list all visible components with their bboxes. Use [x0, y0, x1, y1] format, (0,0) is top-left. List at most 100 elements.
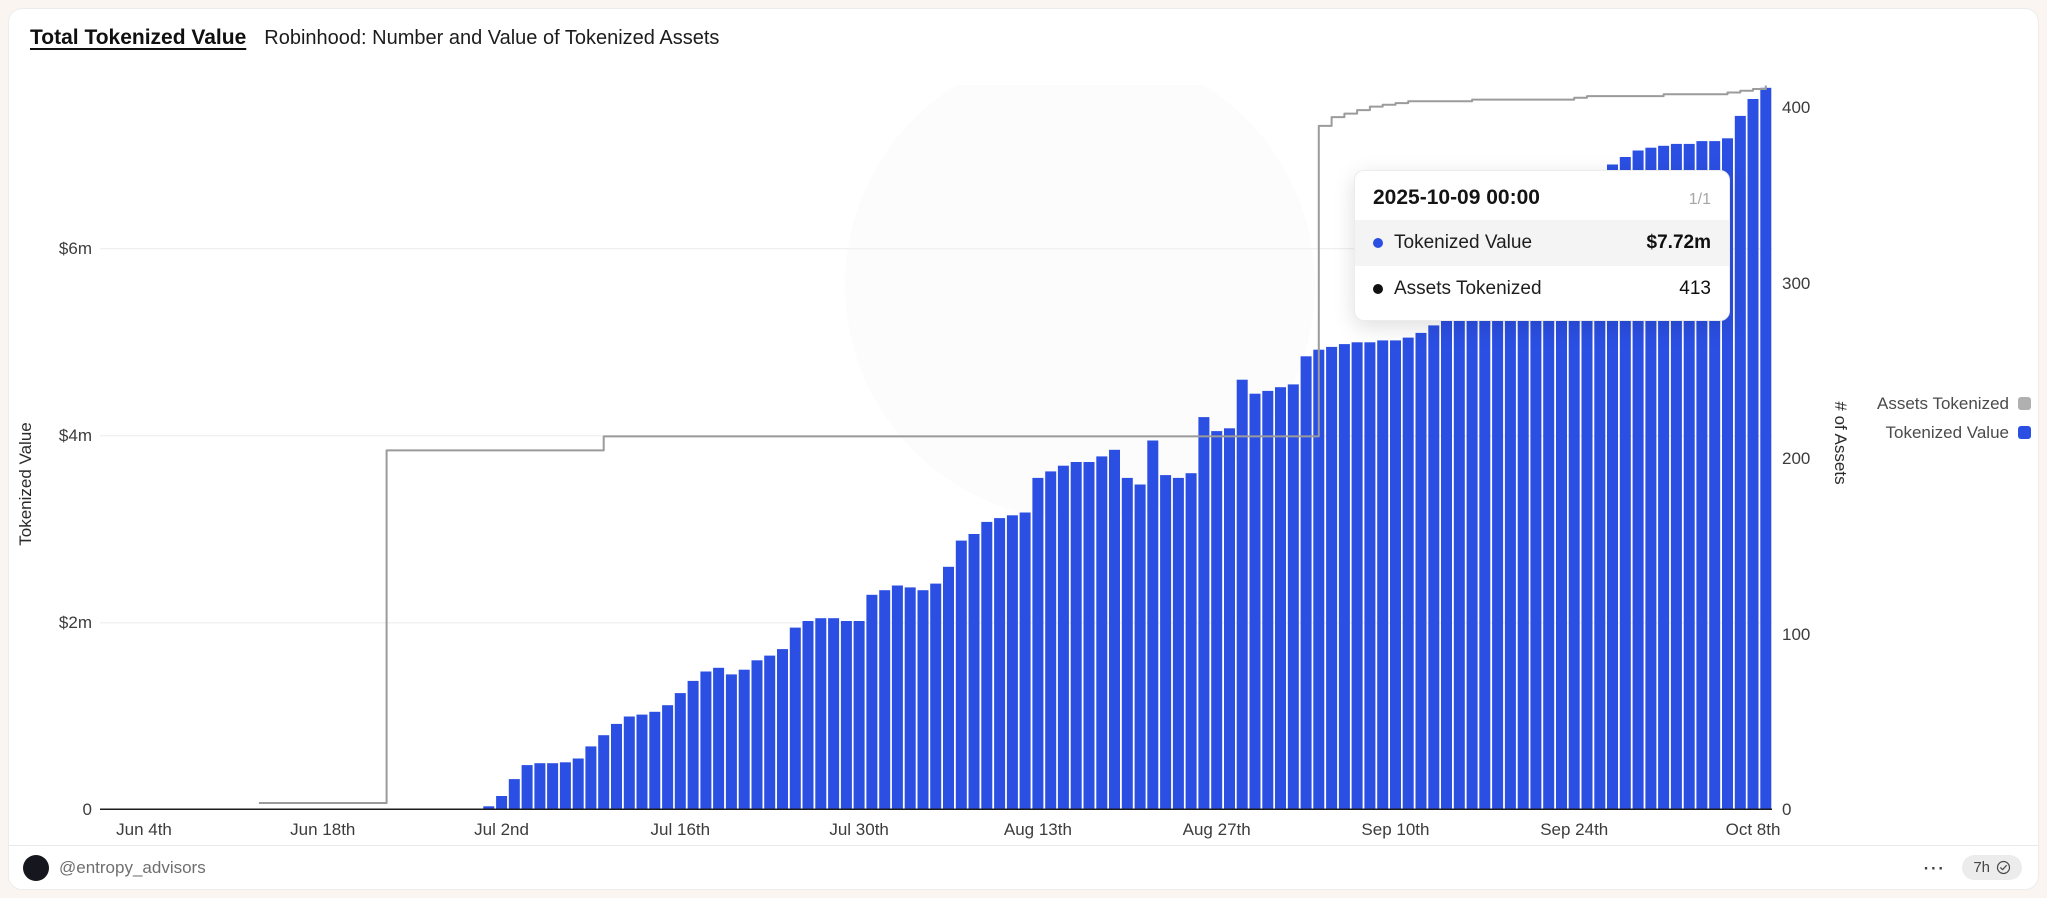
bar-tokenized-value[interactable]: [917, 590, 929, 810]
bar-tokenized-value[interactable]: [994, 518, 1006, 810]
bar-tokenized-value[interactable]: [1632, 150, 1644, 811]
bar-tokenized-value[interactable]: [866, 594, 878, 810]
bar-tokenized-value[interactable]: [1147, 440, 1159, 811]
bar-tokenized-value[interactable]: [1734, 115, 1746, 810]
bar-tokenized-value[interactable]: [1185, 473, 1197, 810]
bar-tokenized-value[interactable]: [840, 621, 852, 810]
bar-tokenized-value[interactable]: [687, 680, 699, 810]
bar-tokenized-value[interactable]: [853, 621, 865, 810]
bar-tokenized-value[interactable]: [1364, 342, 1376, 810]
bar-tokenized-value[interactable]: [1517, 239, 1529, 810]
bar-tokenized-value[interactable]: [1057, 465, 1069, 810]
bar-tokenized-value[interactable]: [1377, 340, 1389, 810]
bar-tokenized-value[interactable]: [674, 693, 686, 810]
bar-tokenized-value[interactable]: [1275, 387, 1286, 810]
bar-tokenized-value[interactable]: [725, 674, 737, 810]
bar-tokenized-value[interactable]: [738, 669, 750, 810]
bar-tokenized-value[interactable]: [623, 716, 635, 811]
bar-tokenized-value[interactable]: [879, 590, 891, 810]
bar-tokenized-value[interactable]: [777, 649, 788, 810]
bar-tokenized-value[interactable]: [1390, 340, 1401, 810]
bar-tokenized-value[interactable]: [1211, 431, 1223, 810]
bar-tokenized-value[interactable]: [789, 627, 801, 810]
bar-tokenized-value[interactable]: [534, 763, 546, 810]
bar-tokenized-value[interactable]: [547, 763, 559, 810]
bar-tokenized-value[interactable]: [943, 566, 954, 810]
bar-tokenized-value[interactable]: [1006, 515, 1018, 810]
refresh-age-pill[interactable]: 7h: [1962, 855, 2022, 880]
bar-tokenized-value[interactable]: [1568, 190, 1580, 810]
bar-tokenized-value[interactable]: [1262, 390, 1274, 810]
bar-tokenized-value[interactable]: [1121, 477, 1133, 810]
author-handle[interactable]: @entropy_advisors: [59, 857, 206, 877]
bar-tokenized-value[interactable]: [1287, 384, 1299, 810]
bar-tokenized-value[interactable]: [1415, 332, 1427, 810]
bar-tokenized-value[interactable]: [1428, 325, 1440, 810]
bar-tokenized-value[interactable]: [1479, 281, 1491, 811]
bar-tokenized-value[interactable]: [483, 806, 495, 810]
bar-tokenized-value[interactable]: [1683, 143, 1695, 810]
bar-tokenized-value[interactable]: [700, 671, 712, 811]
bar-tokenized-value[interactable]: [1504, 253, 1516, 810]
bar-tokenized-value[interactable]: [1760, 87, 1772, 810]
bar-tokenized-value[interactable]: [572, 758, 584, 811]
bar-tokenized-value[interactable]: [1696, 141, 1708, 810]
bar-tokenized-value[interactable]: [1032, 477, 1044, 810]
bar-tokenized-value[interactable]: [1096, 456, 1108, 810]
bar-tokenized-value[interactable]: [1300, 356, 1312, 810]
bar-tokenized-value[interactable]: [955, 540, 967, 810]
chart-title-link[interactable]: Total Tokenized Value: [30, 26, 247, 49]
bar-tokenized-value[interactable]: [1351, 342, 1363, 810]
bar-tokenized-value[interactable]: [1556, 200, 1567, 810]
bar-tokenized-value[interactable]: [1619, 157, 1631, 810]
bar-tokenized-value[interactable]: [764, 655, 776, 810]
bar-tokenized-value[interactable]: [1083, 462, 1095, 810]
bar-tokenized-value[interactable]: [1722, 138, 1733, 810]
bar-tokenized-value[interactable]: [1441, 318, 1452, 810]
bar-tokenized-value[interactable]: [598, 735, 610, 810]
bar-tokenized-value[interactable]: [968, 534, 980, 810]
bar-tokenized-value[interactable]: [1658, 145, 1670, 810]
bar-tokenized-value[interactable]: [1326, 346, 1338, 810]
bar-tokenized-value[interactable]: [508, 779, 520, 810]
bar-tokenized-value[interactable]: [1160, 475, 1172, 810]
bar-tokenized-value[interactable]: [1134, 484, 1146, 811]
bar-tokenized-value[interactable]: [1747, 99, 1759, 810]
bar-tokenized-value[interactable]: [1594, 172, 1606, 810]
bar-tokenized-value[interactable]: [1607, 164, 1618, 811]
bar-tokenized-value[interactable]: [1453, 309, 1465, 811]
bar-tokenized-value[interactable]: [1019, 512, 1031, 811]
bar-tokenized-value[interactable]: [1109, 449, 1120, 810]
bar-tokenized-value[interactable]: [496, 796, 508, 810]
bar-tokenized-value[interactable]: [1172, 477, 1184, 810]
bar-tokenized-value[interactable]: [815, 618, 827, 810]
bar-tokenized-value[interactable]: [1045, 471, 1057, 810]
bar-tokenized-value[interactable]: [1645, 147, 1657, 810]
bar-tokenized-value[interactable]: [1670, 143, 1682, 810]
bar-tokenized-value[interactable]: [904, 587, 916, 810]
bar-tokenized-value[interactable]: [1543, 211, 1555, 810]
bar-tokenized-value[interactable]: [891, 585, 903, 811]
bar-tokenized-value[interactable]: [1709, 141, 1721, 810]
bar-tokenized-value[interactable]: [1530, 225, 1542, 810]
legend-item-tokenized-value[interactable]: Tokenized Value: [1886, 419, 2031, 446]
line-assets-tokenized[interactable]: [258, 85, 1767, 804]
bar-tokenized-value[interactable]: [662, 705, 674, 810]
legend-item-assets-tokenized[interactable]: Assets Tokenized: [1877, 390, 2031, 417]
bar-tokenized-value[interactable]: [1224, 428, 1235, 810]
bar-tokenized-value[interactable]: [521, 765, 533, 810]
bar-tokenized-value[interactable]: [636, 714, 648, 810]
bar-tokenized-value[interactable]: [1402, 337, 1414, 810]
bar-tokenized-value[interactable]: [1492, 267, 1504, 810]
bar-tokenized-value[interactable]: [649, 711, 661, 810]
bar-tokenized-value[interactable]: [981, 521, 993, 810]
bar-tokenized-value[interactable]: [1236, 379, 1248, 810]
bar-tokenized-value[interactable]: [1070, 462, 1082, 810]
bar-tokenized-value[interactable]: [1338, 344, 1350, 810]
bar-tokenized-value[interactable]: [585, 746, 597, 810]
bar-tokenized-value[interactable]: [1466, 295, 1478, 811]
bar-tokenized-value[interactable]: [713, 667, 725, 810]
bar-tokenized-value[interactable]: [1313, 349, 1325, 810]
bar-tokenized-value[interactable]: [751, 660, 763, 810]
bar-tokenized-value[interactable]: [559, 762, 571, 810]
